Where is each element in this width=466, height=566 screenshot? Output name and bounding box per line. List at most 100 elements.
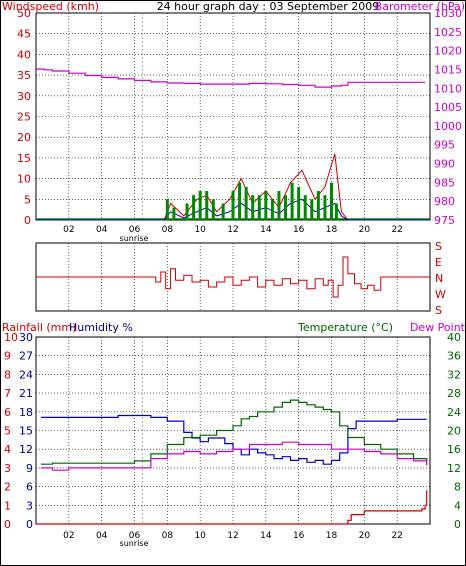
temperature-tick-label: 36 — [447, 350, 461, 363]
wind-speed-bar — [303, 195, 307, 220]
dewpoint-line — [40, 441, 428, 471]
wind-speed-bar — [238, 182, 242, 220]
humidity-tick-label: 24 — [19, 368, 33, 381]
barometer-tick-label: 985 — [434, 176, 455, 189]
windspeed-tick-label: 35 — [17, 69, 31, 82]
wind-x-tick-label: 18 — [326, 225, 338, 235]
temperature-axis-label: Temperature (°C) — [297, 321, 393, 334]
temp-x-tick-label: 04 — [96, 531, 108, 541]
barometer-tick-label: 990 — [434, 158, 455, 171]
wind-x-tick-label: 04 — [96, 225, 108, 235]
wind-x-tick-label: 14 — [260, 225, 272, 235]
humidity-axis-label: Humidity % — [69, 321, 133, 334]
rainfall-tick-label: 0 — [4, 518, 11, 531]
rainfall-axis-label: Rainfall (mm) — [2, 321, 76, 334]
wind-speed-bar — [192, 195, 196, 220]
temp-x-tick-label: 16 — [293, 531, 305, 541]
humidity-tick-label: 12 — [19, 443, 33, 456]
wind-speed-bar — [330, 182, 333, 220]
temp-x-tick-label: 20 — [359, 531, 371, 541]
wind-ticks: 02 04 06 08 10 12 14 16 18 20 22051015202530354045… — [17, 7, 462, 235]
rainfall-tick-label: 9 — [4, 350, 11, 363]
temperature-tick-label: 12 — [447, 462, 461, 475]
wind-speed-bar — [257, 195, 261, 220]
temp-x-tick-label: 18 — [326, 531, 338, 541]
temp-x-tick-label: 10 — [194, 531, 206, 541]
humidity-tick-label: 18 — [19, 406, 33, 419]
windspeed-tick-label: 50 — [17, 7, 31, 20]
wind-chart-title: 24 hour graph day : 03 September 2009 — [157, 1, 380, 13]
rainfall-line — [36, 490, 428, 525]
barometer-tick-label: 1015 — [434, 63, 462, 76]
temp-sunrise-label: sunrise — [120, 539, 149, 548]
wind-x-tick-label: 20 — [359, 225, 371, 235]
humidity-tick-label: 9 — [26, 462, 33, 475]
humidity-line — [40, 414, 427, 465]
rainfall-tick-label: 7 — [4, 387, 11, 400]
humidity-tick-label: 15 — [19, 425, 33, 438]
direction-label-w: W — [435, 288, 446, 301]
wind-speed-bar — [270, 199, 274, 220]
barometer-tick-label: 980 — [434, 195, 455, 208]
wind-series — [36, 68, 430, 221]
temp-x-tick-label: 14 — [260, 531, 272, 541]
rainfall-tick-label: 5 — [4, 425, 11, 438]
direction-label-s-bottom: S — [435, 304, 442, 317]
barometer-tick-label: 1000 — [434, 120, 462, 133]
temp-x-tick-label: 08 — [162, 531, 174, 541]
direction-series — [36, 256, 430, 298]
barometer-tick-label: 975 — [434, 214, 455, 227]
rainfall-tick-label: 6 — [4, 406, 11, 419]
temperature-tick-label: 24 — [447, 406, 461, 419]
rainfall-tick-label: 8 — [4, 368, 11, 381]
barometer-tick-label: 1010 — [434, 82, 462, 95]
wind-direction-line — [36, 256, 430, 298]
wind-sunrise-label: sunrise — [120, 234, 149, 243]
rainfall-tick-label: 10 — [4, 331, 18, 344]
barometer-line — [36, 68, 426, 88]
temperature-tick-label: 40 — [447, 331, 461, 344]
windspeed-tick-label: 25 — [17, 111, 31, 124]
humidity-tick-label: 0 — [26, 518, 33, 531]
temperature-tick-label: 16 — [447, 443, 461, 456]
direction-label-s-top: S — [435, 240, 442, 253]
windspeed-tick-label: 5 — [24, 193, 31, 206]
humidity-tick-label: 27 — [19, 350, 33, 363]
wind-speed-bar — [251, 195, 255, 220]
windspeed-axis-label: Windspeed (kmh) — [2, 1, 99, 13]
windspeed-tick-label: 30 — [17, 90, 31, 103]
temperature-line — [40, 399, 428, 465]
wind-speed-bar — [284, 195, 288, 220]
wind-speed-bar — [185, 203, 189, 220]
wind-direction-panel: S E N W S — [35, 240, 446, 317]
windspeed-tick-label: 0 — [24, 214, 31, 227]
wind-x-tick-label: 22 — [391, 225, 402, 235]
temperature-tick-label: 0 — [454, 518, 461, 531]
wind-x-tick-label: 12 — [227, 225, 238, 235]
temperature-tick-label: 4 — [454, 499, 461, 512]
wind-speed-bar — [316, 191, 320, 220]
barometer-tick-label: 1020 — [434, 45, 462, 58]
wind-speed-bar — [221, 203, 225, 220]
wind-barometer-panel: 02 04 06 08 10 12 14 16 18 20 22051015202530354045… — [2, 1, 465, 243]
temp-x-tick-label: 06 — [129, 531, 141, 541]
temp-ticks: 02 04 06 08 10 12 14 16 18 20 220 01 32 63 94 125 156 187… — [4, 331, 461, 541]
windspeed-tick-label: 10 — [17, 173, 31, 186]
wind-x-tick-label: 16 — [293, 225, 305, 235]
direction-label-e: E — [435, 256, 442, 269]
wind-speed-bar — [231, 191, 235, 220]
humidity-tick-label: 6 — [26, 481, 33, 494]
wind-speed-bar — [334, 203, 338, 220]
barometer-tick-label: 1030 — [434, 7, 462, 20]
wind-x-tick-label: 08 — [162, 225, 174, 235]
barometer-tick-label: 1005 — [434, 101, 462, 114]
wind-speed-bar — [323, 195, 327, 220]
barometer-tick-label: 1025 — [434, 26, 462, 39]
wind-speed-bar — [277, 191, 281, 220]
wind-x-tick-label: 06 — [129, 225, 141, 235]
rainfall-tick-label: 4 — [4, 443, 11, 456]
rainfall-tick-label: 3 — [4, 462, 11, 475]
temperature-tick-label: 28 — [447, 387, 461, 400]
